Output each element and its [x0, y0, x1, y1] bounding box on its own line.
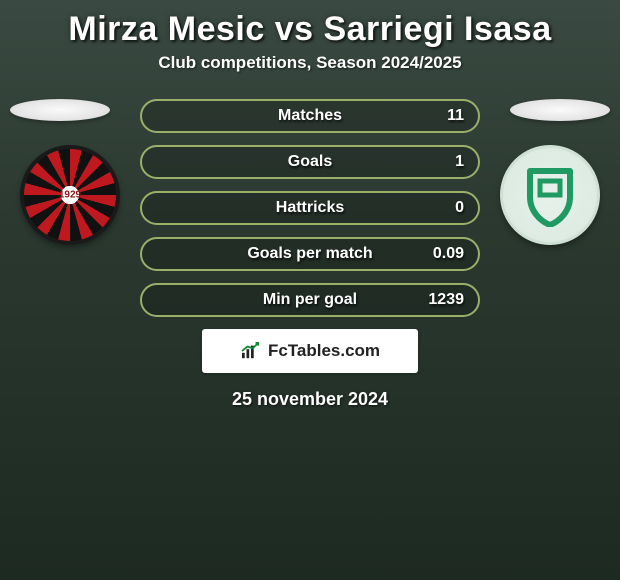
stat-value: 0.09 [433, 245, 464, 263]
stats-list: Matches 11 Goals 1 Hattricks 0 Goals per match… [140, 99, 480, 317]
stat-value: 1239 [428, 291, 464, 309]
club-logo-right [500, 145, 600, 245]
chart-icon [240, 342, 262, 360]
stat-value: 11 [447, 107, 464, 125]
stat-label: Matches [278, 107, 342, 125]
stat-row: Min per goal 1239 [140, 283, 480, 317]
page-title: Mirza Mesic vs Sarriegi Isasa [0, 4, 620, 53]
shield-icon [518, 163, 582, 227]
player-right-flag [510, 99, 610, 121]
brand-label: FcTables.com [268, 341, 380, 361]
stat-label: Goals per match [247, 245, 372, 263]
card: Mirza Mesic vs Sarriegi Isasa Club compe… [0, 0, 620, 410]
subtitle: Club competitions, Season 2024/2025 [0, 53, 620, 73]
stat-row: Hattricks 0 [140, 191, 480, 225]
stat-label: Hattricks [276, 199, 344, 217]
comparison-area: Matches 11 Goals 1 Hattricks 0 Goals per match… [0, 99, 620, 317]
stat-row: Goals 1 [140, 145, 480, 179]
date-label: 25 november 2024 [0, 389, 620, 410]
club-logo-left [20, 145, 120, 245]
stat-value: 1 [455, 153, 464, 171]
player-left-flag [10, 99, 110, 121]
stat-label: Goals [288, 153, 332, 171]
stat-value: 0 [455, 199, 464, 217]
stat-row: Matches 11 [140, 99, 480, 133]
stat-row: Goals per match 0.09 [140, 237, 480, 271]
brand-badge[interactable]: FcTables.com [202, 329, 418, 373]
stat-label: Min per goal [263, 291, 357, 309]
